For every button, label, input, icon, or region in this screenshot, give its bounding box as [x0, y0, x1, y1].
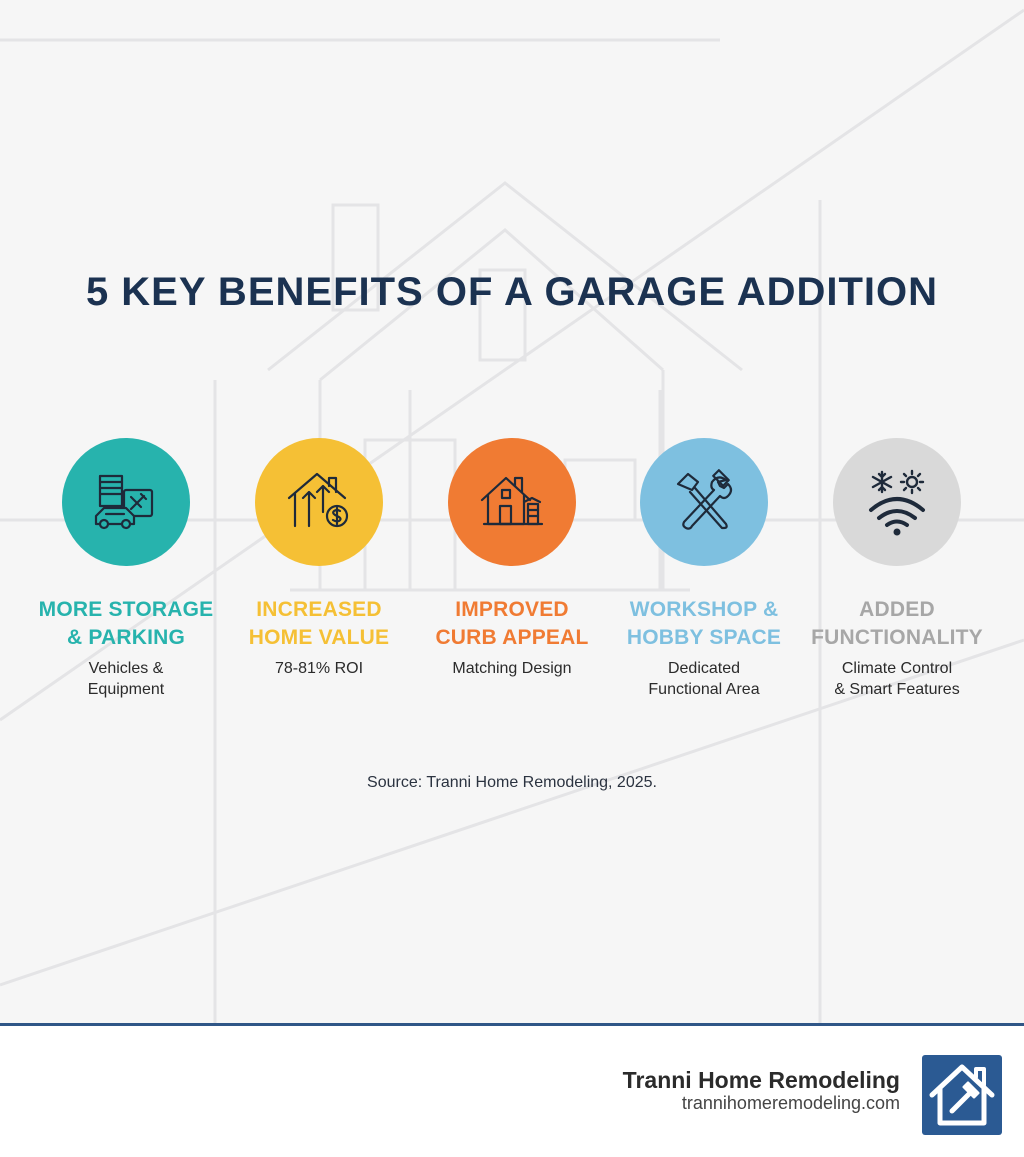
wifi-icon [869, 497, 925, 527]
benefit-title-line2: & PARKING [66, 626, 186, 649]
benefit-functionality: ADDED FUNCTIONALITY Climate Control & Sm… [802, 438, 992, 700]
benefit-title-line1: IMPROVED [455, 598, 569, 621]
benefit-circle [833, 438, 961, 566]
brand-url[interactable]: trannihomeremodeling.com [681, 1093, 900, 1113]
benefit-subtitle: Matching Design [452, 660, 572, 677]
benefit-subtitle: 78-81% ROI [274, 660, 364, 677]
house-with-garage-icon [480, 476, 544, 526]
benefit-title-line2: CURB APPEAL [435, 626, 589, 649]
benefit-subtitle: Climate Control & Smart Features [834, 660, 960, 698]
benefit-title-line2: HOBBY SPACE [626, 626, 782, 649]
benefit-circle [640, 438, 768, 566]
benefit-home-value: INCREASED HOME VALUE 78-81% ROI [224, 438, 414, 679]
benefit-title-line2: HOME VALUE [248, 626, 390, 649]
house-value-up-icon [287, 472, 349, 528]
footer: Tranni Home Remodeling trannihomeremodel… [0, 1023, 1024, 1157]
snowflake-icon [871, 470, 893, 494]
benefit-circle [62, 438, 190, 566]
benefit-title: INCREASED HOME VALUE [224, 596, 414, 652]
benefit-storage-parking: MORE STORAGE & PARKING Vehicles & Equipm… [31, 438, 221, 700]
benefit-title-line1: MORE STORAGE [38, 598, 214, 621]
benefit-title: WORKSHOP & HOBBY SPACE [609, 596, 799, 652]
garage-car-tools-icon [94, 474, 154, 530]
sun-icon [899, 469, 925, 495]
hammer-wrench-icon [676, 469, 733, 530]
benefit-title-line1: ADDED [859, 598, 935, 621]
benefit-title: MORE STORAGE & PARKING [31, 596, 221, 652]
house-hammer-logo-icon [922, 1055, 1002, 1135]
benefit-workshop: WORKSHOP & HOBBY SPACE Dedicated Functio… [609, 438, 799, 700]
brand-name: Tranni Home Remodeling [622, 1067, 900, 1093]
benefit-subtitle: Vehicles & Equipment [87, 660, 165, 698]
benefit-title-line1: INCREASED [256, 598, 382, 621]
benefit-subtitle: Dedicated Functional Area [648, 660, 760, 698]
benefit-title: ADDED FUNCTIONALITY [802, 596, 992, 652]
benefit-title-line1: WORKSHOP & [629, 598, 779, 621]
benefit-title-line2: FUNCTIONALITY [811, 626, 983, 649]
page-title: 5 KEY BENEFITS OF A GARAGE ADDITION [85, 270, 939, 314]
benefit-circle [448, 438, 576, 566]
benefit-title: IMPROVED CURB APPEAL [417, 596, 607, 652]
climate-wifi-icon [869, 469, 925, 536]
benefit-curb-appeal: IMPROVED CURB APPEAL Matching Design [417, 438, 607, 679]
source-note: Source: Tranni Home Remodeling, 2025. [367, 774, 657, 791]
benefit-circle [255, 438, 383, 566]
